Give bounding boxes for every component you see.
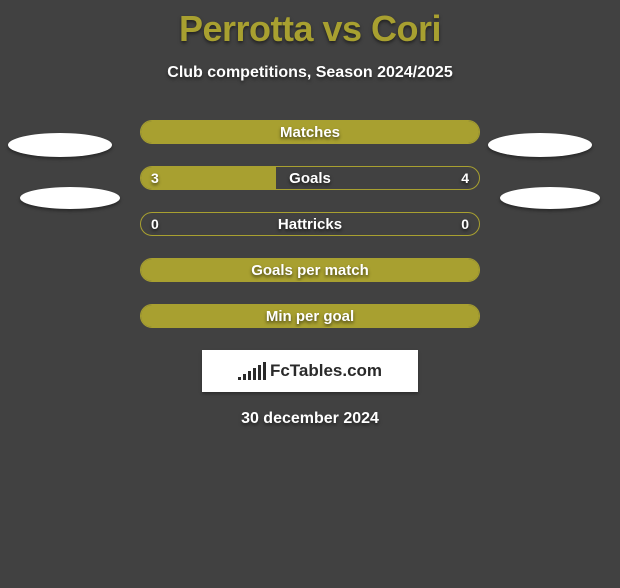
row-matches: Matches xyxy=(140,120,480,144)
row-hattricks-val-left: 0 xyxy=(151,213,159,235)
barchart-icon xyxy=(238,362,266,380)
source-logo-inner: FcTables.com xyxy=(238,361,382,381)
comparison-chart: Matches 3 Goals 4 0 Hattricks 0 Goals pe… xyxy=(0,120,620,428)
player-left-marker-1 xyxy=(8,133,112,157)
row-mpg-fill-left xyxy=(141,305,479,327)
row-gpm: Goals per match xyxy=(140,258,480,282)
row-hattricks-label: Hattricks xyxy=(141,213,479,235)
row-hattricks: 0 Hattricks 0 xyxy=(140,212,480,236)
page-title: Perrotta vs Cori xyxy=(0,8,620,50)
row-gpm-fill-left xyxy=(141,259,479,281)
player-right-marker-1 xyxy=(488,133,592,157)
row-matches-fill-left xyxy=(141,121,479,143)
player-left-marker-2 xyxy=(20,187,120,209)
date-text: 30 december 2024 xyxy=(0,410,620,428)
player-right-marker-2 xyxy=(500,187,600,209)
source-logo: FcTables.com xyxy=(202,350,418,392)
row-goals: 3 Goals 4 xyxy=(140,166,480,190)
source-logo-text: FcTables.com xyxy=(270,361,382,381)
row-goals-fill-left xyxy=(141,167,276,189)
subtitle: Club competitions, Season 2024/2025 xyxy=(0,64,620,82)
row-hattricks-val-right: 0 xyxy=(461,213,469,235)
row-goals-val-right: 4 xyxy=(461,167,469,189)
row-mpg: Min per goal xyxy=(140,304,480,328)
